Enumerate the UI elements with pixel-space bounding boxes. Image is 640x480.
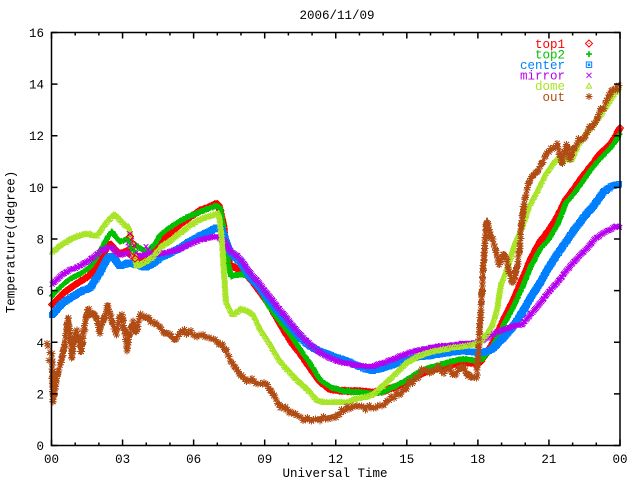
svg-text:6: 6 — [36, 285, 44, 299]
svg-text:Universal Time: Universal Time — [282, 467, 387, 480]
svg-text:Temperature(degree): Temperature(degree) — [5, 171, 19, 314]
svg-text:09: 09 — [257, 453, 272, 467]
svg-text:2: 2 — [36, 388, 44, 402]
svg-text:dome: dome — [535, 80, 565, 94]
svg-text:center: center — [520, 59, 565, 73]
svg-text:top2: top2 — [535, 48, 565, 62]
svg-text:top1: top1 — [535, 38, 565, 52]
svg-text:0: 0 — [36, 440, 44, 454]
svg-text:12: 12 — [29, 130, 44, 144]
svg-text:16: 16 — [29, 27, 44, 41]
svg-text:06: 06 — [186, 453, 201, 467]
svg-text:18: 18 — [470, 453, 485, 467]
svg-text:14: 14 — [29, 79, 44, 93]
svg-text:00: 00 — [612, 453, 627, 467]
svg-text:21: 21 — [541, 453, 556, 467]
svg-text:mirror: mirror — [520, 70, 565, 84]
svg-text:2006/11/09: 2006/11/09 — [299, 9, 374, 23]
svg-text:15: 15 — [399, 453, 414, 467]
svg-text:out: out — [542, 91, 565, 105]
svg-text:10: 10 — [29, 182, 44, 196]
svg-text:8: 8 — [36, 234, 44, 248]
svg-text:4: 4 — [36, 337, 44, 351]
svg-text:03: 03 — [115, 453, 130, 467]
svg-text:00: 00 — [44, 453, 59, 467]
svg-text:12: 12 — [328, 453, 343, 467]
